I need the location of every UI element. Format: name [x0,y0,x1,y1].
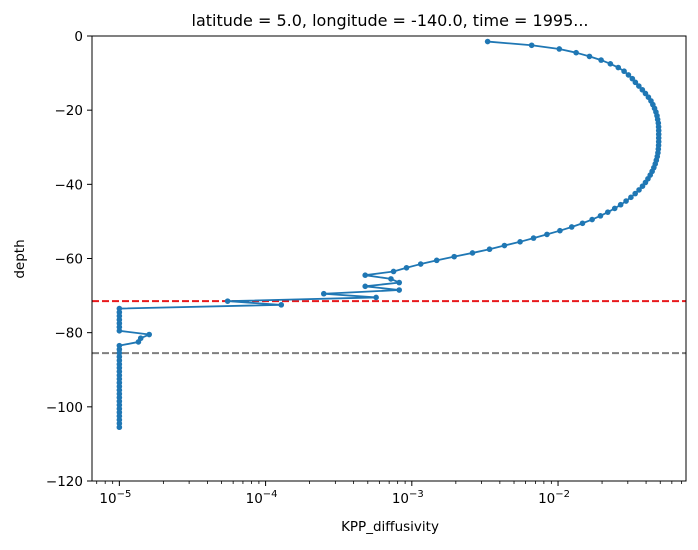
series-line [118,40,660,428]
data-point [403,264,410,271]
data-point [605,209,611,215]
data-point [597,213,604,219]
data-point [517,239,523,245]
data-point [568,224,575,230]
data-point [224,298,231,304]
data-point [636,83,642,89]
data-point [116,424,123,431]
data-point [146,331,153,338]
x-axis-label: KPP_diffusivity [341,519,439,535]
data-point [362,283,369,290]
plot-area: 0 −20 −40 −60 −80 −100 −120 10−5 10−4 10−3 10−2 [46,29,687,507]
x-tick-label: 10−2 [538,489,570,507]
data-point [632,79,639,86]
data-point [573,49,579,56]
data-point [639,183,646,189]
data-point [636,187,642,193]
data-point [396,287,403,293]
data-point [639,86,646,93]
data-point [320,290,327,297]
y-tick-label: −120 [46,474,83,490]
chart-title: latitude = 5.0, longitude = -140.0, time… [192,11,589,30]
data-point [390,268,397,275]
data-point [451,253,458,260]
axes-frame [91,35,687,482]
y-tick-label: −100 [46,400,83,416]
data-point [388,276,394,282]
data-point [469,250,476,256]
x-tick-label: 10−3 [392,489,424,507]
data-point [486,246,493,253]
data-point [621,68,627,75]
data-point [373,294,379,301]
data-point [617,201,624,208]
data-point [396,279,403,286]
y-axis-label: depth [12,239,28,278]
y-tick-label: −20 [55,103,84,119]
data-point [484,38,491,45]
data-point [278,302,285,308]
y-tick-label: −80 [55,326,84,342]
data-point [417,261,424,267]
data-point [556,46,563,52]
data-point [135,339,142,345]
data-point [611,205,618,212]
y-tick-label: 0 [74,29,83,45]
data-point [625,72,632,78]
data-point [501,242,508,249]
data-point [598,57,604,63]
data-point [615,64,622,71]
data-point [557,227,563,234]
data-point [607,61,614,67]
y-tick-label: −60 [55,252,84,268]
data-point [632,190,638,197]
data-layer [92,38,686,431]
y-tick-label: −40 [55,177,84,193]
data-point [116,328,123,334]
data-point [579,220,586,227]
x-tick-label: 10−5 [99,489,131,507]
data-point [629,75,636,82]
data-point [530,235,537,241]
data-point [623,198,629,204]
x-tick-label: 10−4 [246,489,278,507]
data-point [433,257,440,264]
data-point [528,42,535,49]
data-point [589,216,595,223]
data-point [544,231,550,238]
data-point [628,194,634,201]
data-point [586,53,593,60]
data-point [362,272,369,278]
